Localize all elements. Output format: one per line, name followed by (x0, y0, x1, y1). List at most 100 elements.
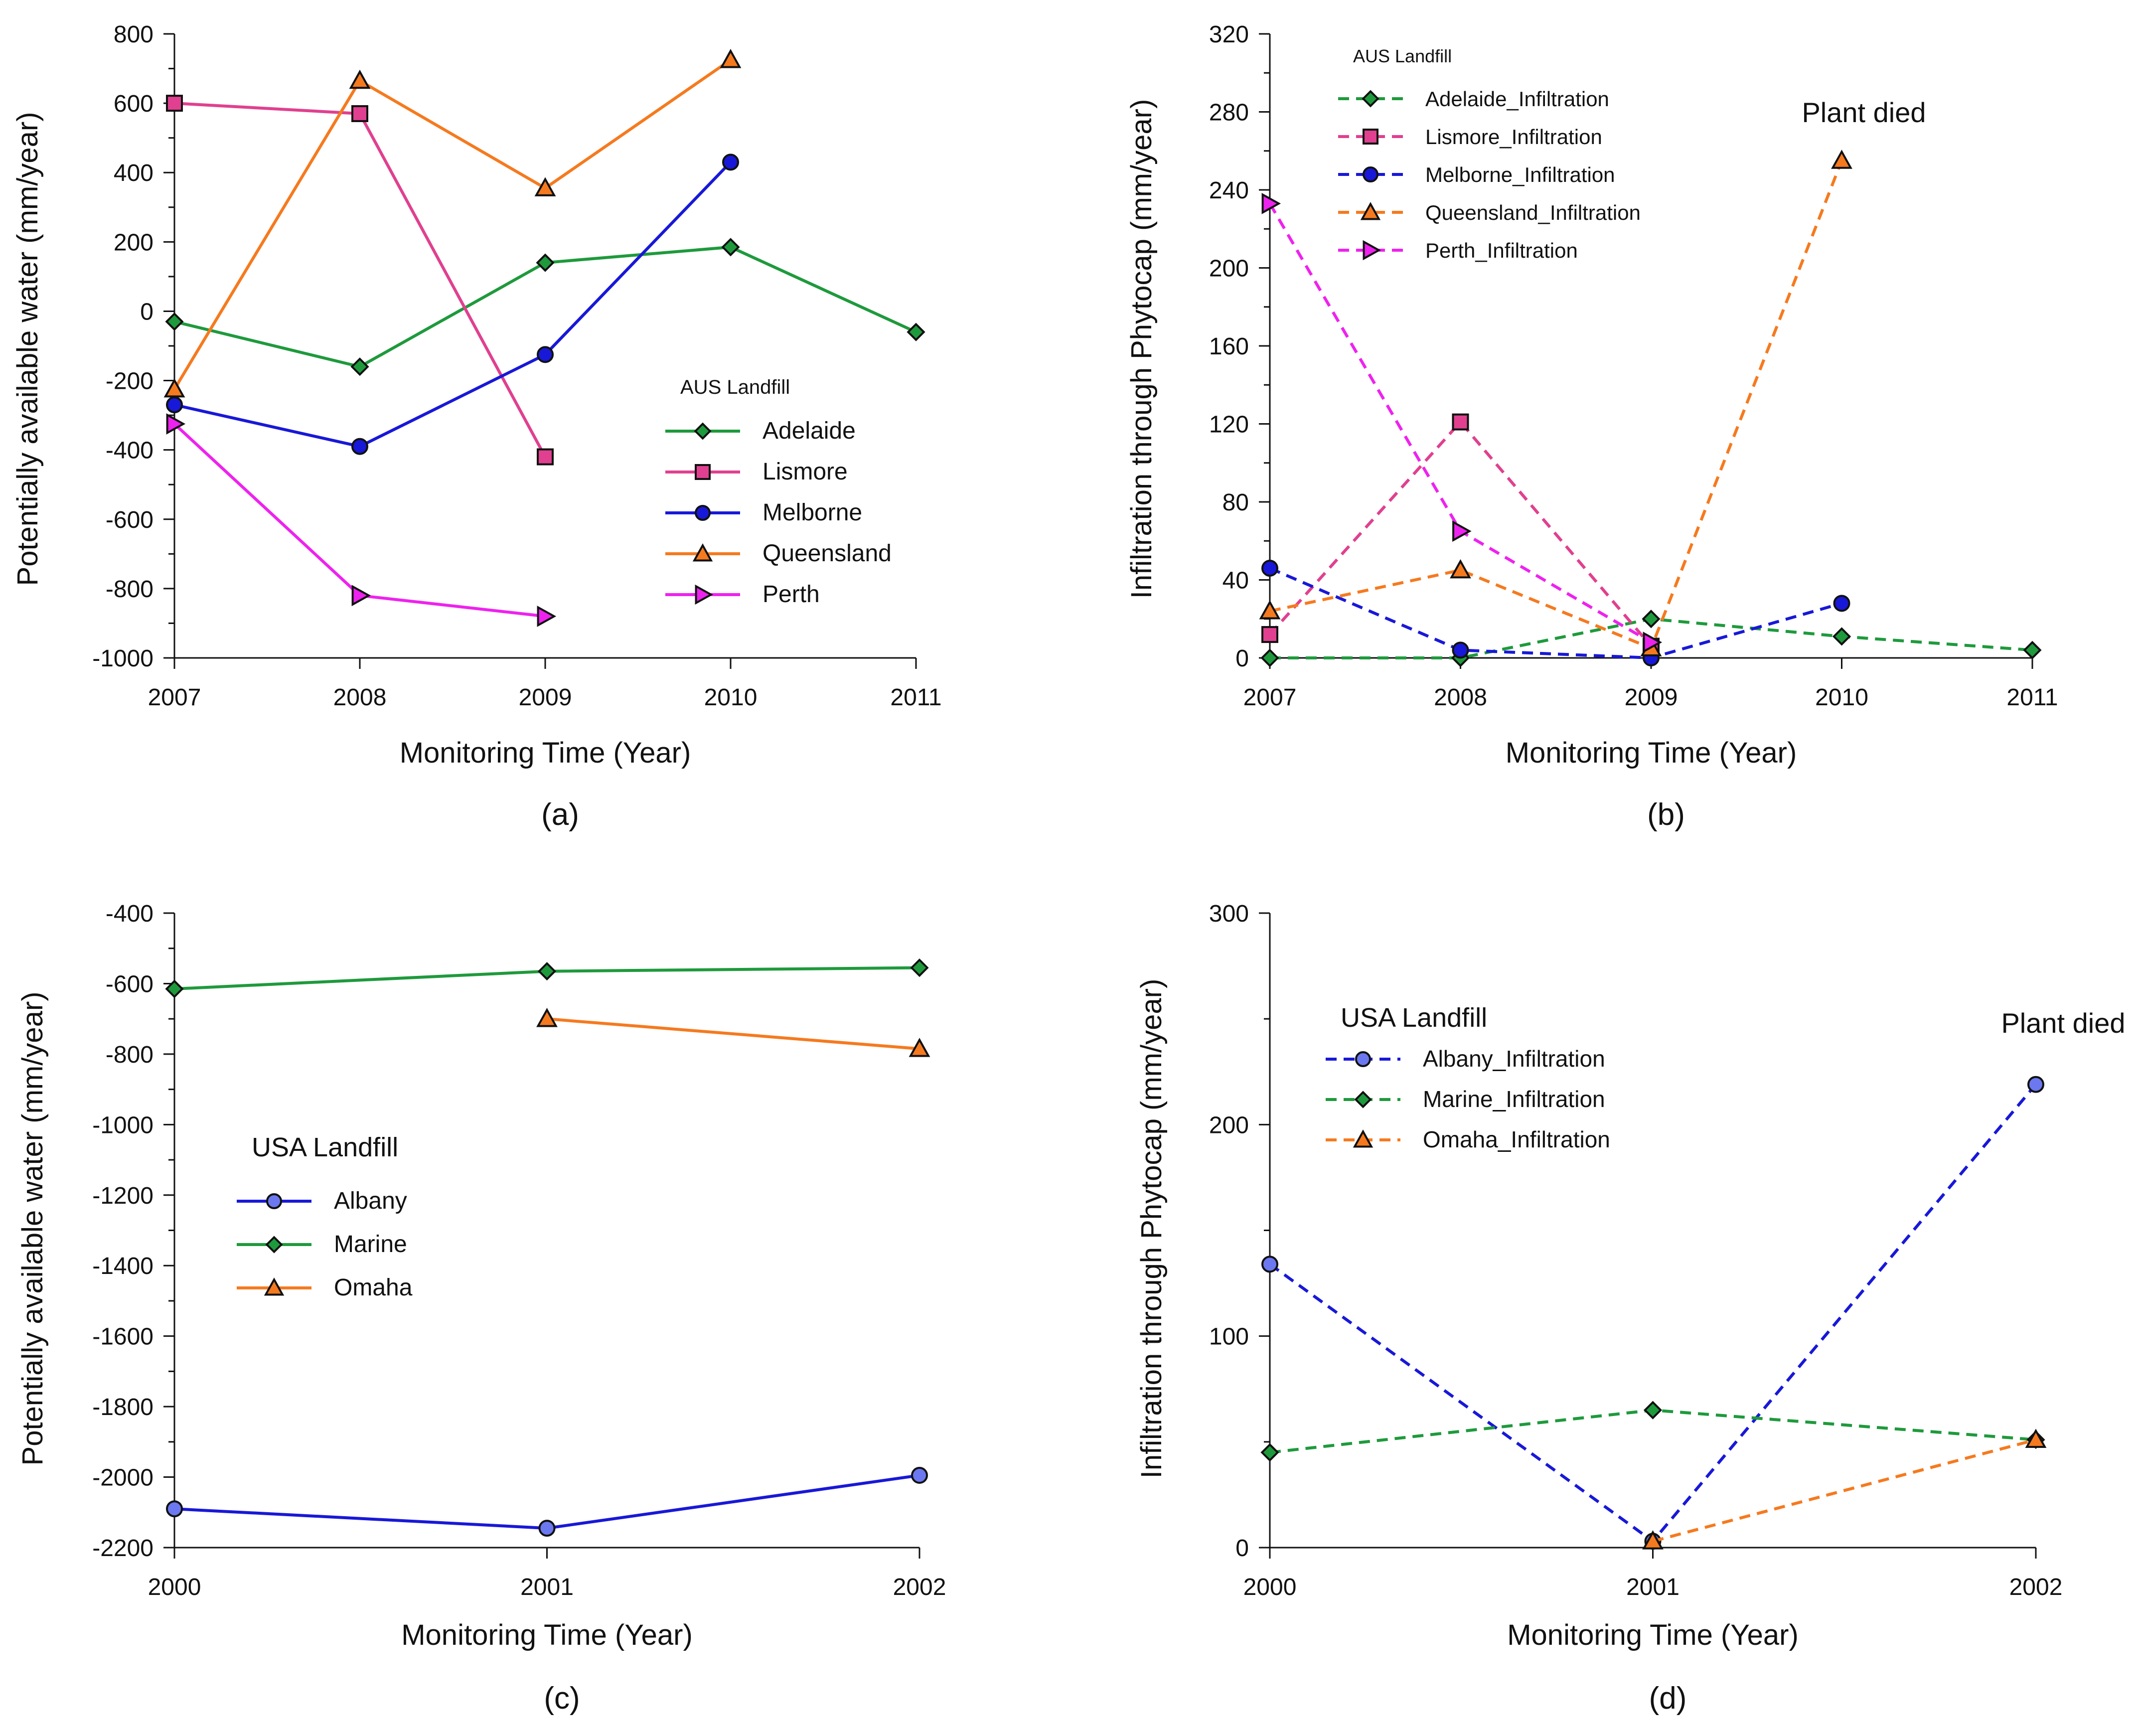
annotation-plant-died: Plant died (2001, 1007, 2125, 1039)
series-perth-infiltration (1261, 192, 1663, 653)
x-tick-label: 2009 (1625, 684, 1678, 711)
legend-label-adelaide-infiltration: Adelaide_Infiltration (1425, 87, 1609, 111)
y-tick-label: -1200 (92, 1183, 153, 1209)
panel-label: (a) (541, 797, 579, 832)
legend-marker-lismore (695, 464, 711, 480)
series-queensland-infiltration (1259, 150, 1852, 656)
y-tick-label: -400 (106, 901, 153, 927)
data-point-albany (166, 1500, 183, 1518)
data-point-queensland (534, 177, 556, 196)
y-tick-label: 80 (1222, 489, 1249, 516)
data-point-marine-infiltration (1260, 1443, 1279, 1462)
series-line-omaha (547, 1017, 920, 1051)
legend: USA Landfill Albany Marine Omaha (237, 1132, 413, 1301)
y-axis-title: Potentially available water (mm/year) (16, 992, 49, 1466)
y-tick-label: 200 (114, 229, 153, 256)
data-point-melborne-infiltration (1261, 560, 1278, 577)
y-axis-title: Infiltration through Phytocap (mm/year) (1135, 979, 1168, 1479)
data-point-queensland (163, 378, 185, 398)
legend-marker-marine (265, 1236, 283, 1254)
panel-label: (d) (1649, 1681, 1687, 1716)
x-tick-label: 2010 (1815, 684, 1868, 711)
data-point-adelaide-infiltration (1832, 627, 1851, 646)
data-point-omaha-infiltration (2025, 1428, 2047, 1448)
legend-marker-melborne (695, 505, 711, 521)
data-point-melborne (351, 438, 368, 455)
y-tick-label: -600 (106, 507, 153, 533)
data-point-queensland (349, 69, 371, 89)
data-point-adelaide-infiltration (2023, 640, 2042, 659)
panel-label: (b) (1647, 797, 1685, 832)
series-albany-infiltration (1261, 1076, 2044, 1550)
legend-title: USA Landfill (252, 1132, 398, 1162)
annotation-plant-died: Plant died (1802, 97, 1926, 128)
legend-label-albany: Albany (334, 1188, 407, 1214)
series-line-melborne (174, 161, 732, 448)
data-point-melborne-infiltration (1452, 641, 1469, 659)
y-tick-label: 240 (1209, 177, 1249, 204)
y-axis-title: Infiltration through Phytocap (mm/year) (1125, 99, 1158, 599)
y-tick-label: -200 (106, 368, 153, 395)
legend-label-marine-infiltration: Marine_Infiltration (1423, 1086, 1605, 1112)
data-point-queensland-infiltration (1450, 559, 1471, 579)
series-queensland (163, 49, 742, 398)
y-tick-label: 40 (1222, 568, 1249, 594)
legend-title: AUS Landfill (1353, 46, 1452, 66)
data-point-marine (165, 979, 184, 998)
data-point-perth (537, 606, 557, 627)
legend-marker-lismore-infiltration (1363, 129, 1378, 145)
legend-marker-melborne-infiltration (1363, 166, 1378, 182)
y-tick-label: -600 (106, 971, 153, 997)
x-tick-label: 2008 (1434, 684, 1487, 711)
legend-marker-marine-infiltration (1354, 1091, 1372, 1108)
legend-marker-adelaide-infiltration (1362, 90, 1379, 108)
data-point-albany-infiltration (1261, 1256, 1278, 1273)
y-tick-label: 320 (1209, 21, 1249, 48)
y-tick-label: 200 (1209, 1112, 1249, 1138)
legend-marker-perth-infiltration (1363, 240, 1381, 261)
data-point-omaha (909, 1038, 930, 1057)
data-point-perth-infiltration (1643, 631, 1663, 653)
data-point-melborne (537, 346, 554, 363)
y-tick-label: -1600 (92, 1324, 153, 1350)
y-tick-label: -1000 (92, 645, 153, 672)
x-tick-label: 2001 (520, 1574, 574, 1600)
series-melborne-infiltration (1261, 560, 1850, 666)
y-tick-label: -1000 (92, 1112, 153, 1138)
series-lismore (166, 95, 554, 466)
legend-label-queensland-infiltration: Queensland_Infiltration (1425, 201, 1641, 224)
x-tick-label: 2010 (704, 684, 758, 711)
legend-label-albany-infiltration: Albany_Infiltration (1423, 1046, 1605, 1072)
panel-label: (c) (544, 1681, 580, 1716)
series-omaha (536, 1008, 930, 1057)
legend-marker-adelaide (694, 422, 712, 440)
x-axis-title: Monitoring Time (Year) (1506, 737, 1797, 769)
y-tick-label: 300 (1209, 901, 1249, 927)
data-point-adelaide-infiltration (1260, 648, 1279, 667)
y-tick-label: 400 (114, 160, 153, 186)
y-tick-label: 100 (1209, 1324, 1249, 1350)
series-line-albany-infiltration (1269, 1083, 2037, 1543)
data-point-omaha (536, 1008, 558, 1027)
series-perth (166, 413, 557, 627)
data-point-albany (911, 1467, 928, 1484)
legend-label-melborne-infiltration: Melborne_Infiltration (1425, 163, 1615, 186)
legend: USA Landfill Albany_Infiltration Marine_In… (1326, 1003, 1610, 1152)
x-tick-label: 2007 (148, 684, 201, 711)
x-tick-label: 2000 (148, 1574, 201, 1600)
data-point-melborne-infiltration (1833, 595, 1850, 612)
series-line-melborne-infiltration (1269, 567, 1842, 659)
x-tick-label: 2009 (519, 684, 572, 711)
y-tick-label: 200 (1209, 256, 1249, 282)
legend: AUS Landfill Adelaide_Infiltration Lismore… (1338, 46, 1641, 262)
y-tick-label: 600 (114, 91, 153, 117)
y-tick-label: -1400 (92, 1253, 153, 1279)
data-point-queensland-infiltration (1259, 600, 1281, 620)
legend-marker-albany (266, 1193, 282, 1209)
y-tick-label: 800 (114, 21, 153, 48)
legend-label-perth: Perth (763, 581, 820, 608)
data-point-perth (351, 585, 371, 607)
legend-label-queensland: Queensland (763, 540, 892, 567)
data-point-lismore-infiltration (1452, 413, 1469, 431)
data-point-melborne (166, 396, 183, 414)
